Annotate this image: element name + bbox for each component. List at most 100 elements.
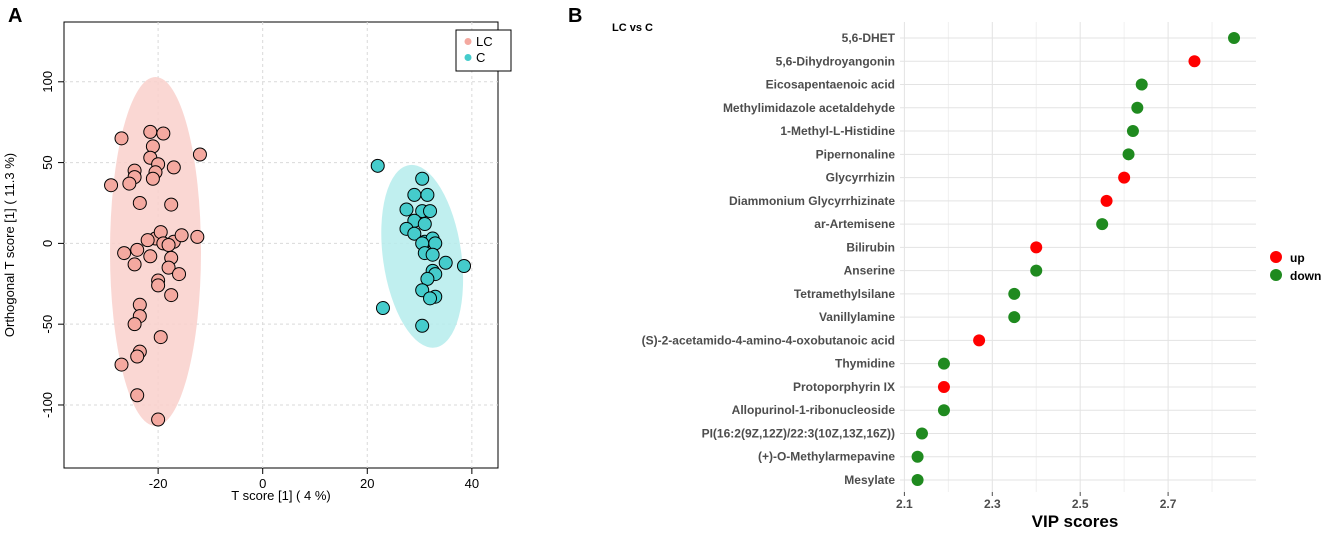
vip-dot-down bbox=[1228, 32, 1241, 44]
legend-lc-label: LC bbox=[476, 34, 493, 49]
vip-category-label: 5,6-DHET bbox=[842, 31, 896, 45]
vip-category-label: Protoporphyrin IX bbox=[793, 380, 895, 394]
point-lc bbox=[166, 160, 181, 175]
vip-category-label: (S)-2-acetamido-4-amino-4-oxobutanoic ac… bbox=[642, 333, 895, 347]
point-lc bbox=[127, 317, 142, 332]
point-c bbox=[375, 301, 390, 316]
vip-dot-up bbox=[1118, 171, 1131, 184]
legend-down-dot bbox=[1270, 269, 1282, 281]
vip-legend: up down bbox=[1270, 251, 1321, 283]
vip-x-axis-title: VIP scores bbox=[1032, 512, 1119, 531]
point-lc bbox=[130, 242, 145, 257]
vip-dot-down bbox=[937, 404, 950, 417]
point-lc bbox=[127, 257, 142, 272]
score-y-tick-label: 100 bbox=[40, 71, 55, 93]
vip-x-ticks: 2.1 2.3 2.5 2.7 bbox=[896, 492, 1177, 511]
legend-c-label: C bbox=[476, 50, 485, 65]
point-lc bbox=[104, 178, 119, 193]
point-lc bbox=[117, 246, 132, 261]
point-lc bbox=[161, 260, 176, 275]
score-plot: -20 0 20 40 100 50 0 -50 -100 T score [1] ( 4 %… bbox=[2, 21, 512, 503]
vip-category-label: Glycyrrhizin bbox=[826, 171, 895, 185]
vip-dot-down bbox=[1096, 218, 1109, 231]
vip-dot-down bbox=[915, 427, 928, 440]
point-c bbox=[415, 318, 430, 333]
point-lc bbox=[164, 288, 179, 303]
point-lc bbox=[143, 124, 158, 139]
point-lc bbox=[122, 176, 137, 191]
vip-x-tick-label: 2.3 bbox=[984, 497, 1001, 511]
point-lc bbox=[164, 197, 179, 212]
point-c bbox=[428, 236, 443, 251]
point-lc bbox=[145, 171, 160, 186]
vip-category-label: PI(16:2(9Z,12Z)/22:3(10Z,13Z,16Z)) bbox=[702, 426, 895, 440]
vip-dot-down bbox=[911, 450, 924, 463]
vip-category-label: Mesylate bbox=[844, 473, 895, 487]
legend-c-dot bbox=[464, 54, 472, 61]
score-legend: LC C bbox=[455, 29, 512, 72]
vip-category-label: Vanillylamine bbox=[819, 310, 895, 324]
vip-dot-up bbox=[1030, 241, 1043, 254]
point-c bbox=[457, 259, 472, 274]
legend-lc-dot bbox=[464, 38, 472, 45]
vip-dot-down bbox=[1030, 264, 1043, 277]
point-lc bbox=[172, 267, 187, 282]
point-c bbox=[399, 202, 414, 217]
vip-category-label: Diammonium Glycyrrhizinate bbox=[729, 194, 895, 208]
point-c bbox=[415, 171, 430, 186]
score-x-tick-label: 40 bbox=[465, 476, 479, 491]
vip-dot-up bbox=[1100, 194, 1113, 207]
vip-dot-down bbox=[1126, 125, 1139, 138]
vip-dot-down bbox=[1008, 287, 1021, 300]
point-lc bbox=[151, 412, 166, 427]
vip-dot-down bbox=[1122, 148, 1135, 161]
point-lc bbox=[143, 249, 158, 264]
point-lc bbox=[153, 330, 168, 345]
vip-metabolite-labels: 5,6-DHET 5,6-Dihydroyangonin Eicosapentaen… bbox=[642, 31, 896, 487]
point-lc bbox=[114, 357, 129, 372]
score-y-ticks: 100 50 0 -50 -100 bbox=[40, 71, 64, 418]
vip-dot-up bbox=[937, 380, 950, 393]
vip-dots bbox=[911, 32, 1241, 486]
point-c bbox=[425, 247, 440, 262]
vip-x-tick-label: 2.5 bbox=[1072, 497, 1089, 511]
vip-plot-title: LC vs C bbox=[612, 22, 653, 34]
point-c bbox=[407, 226, 422, 241]
vip-category-label: Anserine bbox=[844, 264, 896, 278]
point-lc bbox=[156, 126, 171, 141]
point-c bbox=[420, 271, 435, 286]
vip-category-label: 5,6-Dihydroyangonin bbox=[776, 54, 895, 68]
vip-dot-down bbox=[937, 357, 950, 370]
vip-plot: 5,6-DHET 5,6-Dihydroyangonin Eicosapentaen… bbox=[612, 22, 1321, 531]
point-lc bbox=[130, 349, 145, 364]
vip-x-tick-label: 2.7 bbox=[1160, 497, 1177, 511]
legend-up-dot bbox=[1270, 251, 1282, 263]
point-c bbox=[423, 204, 438, 219]
score-y-tick-label: 0 bbox=[40, 240, 55, 247]
vip-category-label: Tetramethylsilane bbox=[794, 287, 895, 301]
point-lc bbox=[140, 233, 155, 248]
score-x-tick-label: 20 bbox=[360, 476, 374, 491]
vip-dot-up bbox=[1188, 55, 1201, 68]
score-y-tick-label: -50 bbox=[40, 315, 55, 334]
vip-category-label: Bilirubin bbox=[846, 240, 895, 254]
point-lc bbox=[132, 195, 147, 210]
vip-category-label: 1-Methyl-L-Histidine bbox=[780, 124, 895, 138]
score-x-tick-label: 0 bbox=[259, 476, 266, 491]
vip-dot-down bbox=[1131, 101, 1144, 114]
point-c bbox=[438, 255, 453, 270]
vip-plot-panel bbox=[900, 22, 1256, 492]
score-points bbox=[104, 124, 472, 427]
panel-a-letter: A bbox=[8, 5, 22, 27]
score-x-tick-label: -20 bbox=[149, 476, 168, 491]
point-c bbox=[423, 291, 438, 306]
point-lc bbox=[151, 278, 166, 293]
point-c bbox=[417, 216, 432, 231]
vip-category-label: (+)-O-Methylarmepavine bbox=[758, 450, 895, 464]
score-legend-box bbox=[455, 29, 512, 72]
point-lc bbox=[190, 229, 205, 244]
vip-category-label: Allopurinol-1-ribonucleoside bbox=[732, 403, 896, 417]
point-lc bbox=[130, 388, 145, 403]
point-c bbox=[420, 187, 435, 202]
